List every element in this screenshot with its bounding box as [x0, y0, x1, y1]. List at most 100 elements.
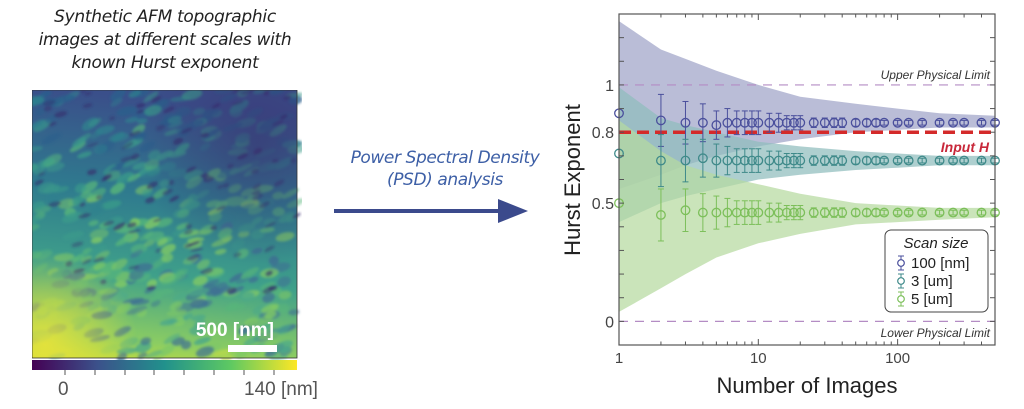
- legend-box: [884, 229, 989, 313]
- confidence-bands: [619, 21, 995, 312]
- data-point-series-1: [903, 155, 914, 166]
- data-point-series-0: [680, 117, 691, 128]
- arrow-icon: [334, 199, 528, 223]
- data-point-series-1: [753, 155, 764, 166]
- data-point-series-0: [655, 115, 666, 126]
- legend: Scan size 100 [nm]3 [um]5 [um]: [884, 229, 989, 313]
- data-point-series-2: [781, 207, 792, 218]
- data-point-series-1: [976, 155, 987, 166]
- data-point-series-0: [892, 117, 903, 128]
- data-point-series-0: [764, 117, 775, 128]
- data-point-series-2: [850, 207, 861, 218]
- hurst-chart: 1 10 100 0 0.5 0.8 1 Upper Physical Limit Lowe…: [560, 13, 1000, 398]
- data-point-series-0: [746, 117, 757, 128]
- legend-marker: [897, 295, 905, 303]
- data-point-series-0: [903, 117, 914, 128]
- data-point-series-0: [711, 120, 722, 131]
- y-tick-label: 0: [605, 314, 614, 331]
- data-point-series-2: [948, 207, 959, 218]
- data-point-series-2: [795, 207, 806, 218]
- data-point-series-0: [739, 117, 750, 128]
- data-point-series-1: [739, 155, 750, 166]
- data-point-series-2: [903, 207, 914, 218]
- legend-label: 3 [um]: [911, 273, 953, 290]
- data-point-series-0: [837, 117, 848, 128]
- data-point-series-0: [959, 117, 970, 128]
- data-point-series-1: [850, 155, 861, 166]
- x-tick-label: 100: [885, 350, 910, 367]
- data-point-series-2: [655, 210, 666, 220]
- data-point-series-2: [722, 207, 733, 218]
- y-tick-label: 0.5: [592, 196, 614, 213]
- data-point-series-1: [948, 155, 959, 166]
- data-point-series-1: [788, 155, 799, 166]
- data-point-series-2: [808, 207, 819, 218]
- data-point-series-0: [819, 117, 830, 128]
- data-point-series-1: [934, 155, 945, 166]
- data-point-series-1: [879, 155, 890, 166]
- data-point-series-2: [976, 207, 987, 218]
- afm-caption: Synthetic AFM topographic images at diff…: [0, 6, 330, 75]
- legend-label: 100 [nm]: [911, 255, 969, 272]
- data-points: [614, 93, 1000, 242]
- data-point-series-1: [892, 155, 903, 166]
- data-point-series-1: [959, 155, 970, 166]
- data-point-series-0: [861, 117, 872, 128]
- data-point-series-0: [697, 117, 708, 128]
- confidence-band-2: [619, 120, 995, 312]
- data-point-series-1: [861, 155, 872, 166]
- data-point-series-1: [819, 155, 830, 166]
- colorbar-max-label: 140 [nm]: [244, 379, 318, 400]
- data-point-series-2: [764, 207, 775, 218]
- data-point-series-1: [917, 155, 928, 166]
- data-point-series-2: [746, 207, 757, 218]
- upper-limit-label: Upper Physical Limit: [881, 68, 991, 82]
- data-point-series-1: [655, 155, 666, 166]
- data-point-series-0: [808, 117, 819, 128]
- data-point-series-1: [764, 155, 775, 166]
- legend-marker: [897, 277, 905, 285]
- input-h-label: Input H: [941, 139, 990, 155]
- y-tick-label: 0.8: [592, 125, 614, 142]
- y-tick-label: 1: [605, 78, 614, 95]
- data-point-series-0: [976, 117, 987, 128]
- scale-bar-label: 500 [nm]: [196, 320, 274, 341]
- data-point-series-2: [697, 207, 708, 218]
- psd-label-line: Power Spectral Density: [350, 148, 540, 168]
- data-point-series-0: [722, 117, 733, 128]
- legend-title: Scan size: [903, 235, 968, 252]
- x-axis-label: Number of Images: [717, 373, 898, 398]
- data-point-series-1: [795, 155, 806, 166]
- data-point-series-0: [934, 117, 945, 128]
- data-point-series-0: [795, 117, 806, 128]
- data-point-series-2: [879, 207, 890, 218]
- data-point-series-1: [722, 155, 733, 166]
- data-point-series-2: [680, 205, 691, 216]
- data-point-series-1: [697, 153, 708, 164]
- data-point-series-2: [739, 207, 750, 218]
- data-point-series-0: [781, 117, 792, 128]
- data-point-series-0: [879, 117, 890, 128]
- colorbar: [32, 360, 297, 370]
- caption-line: known Hurst exponent: [71, 53, 259, 73]
- data-point-series-1: [680, 155, 691, 166]
- reference-lines: [619, 84, 995, 322]
- colorbar-min-label: 0: [58, 379, 69, 400]
- data-point-series-2: [917, 207, 928, 218]
- psd-label: Power Spectral Density (PSD) analysis: [310, 147, 580, 191]
- data-point-series-0: [850, 117, 861, 128]
- colorbar-ticks: [64, 370, 275, 375]
- data-point-series-2: [837, 207, 848, 218]
- data-point-series-1: [711, 155, 722, 166]
- data-point-series-1: [746, 155, 757, 166]
- data-point-series-1: [781, 155, 792, 166]
- data-point-series-1: [808, 155, 819, 166]
- y-axis-label: Hurst Exponent: [560, 104, 585, 256]
- legend-marker: [897, 259, 905, 267]
- data-point-series-2: [753, 207, 764, 218]
- data-point-series-2: [892, 207, 903, 218]
- legend-label: 5 [um]: [911, 291, 953, 308]
- data-point-series-0: [917, 117, 928, 128]
- x-tick-label: 10: [750, 350, 767, 367]
- afm-topography-image: 500 [nm]: [32, 90, 302, 375]
